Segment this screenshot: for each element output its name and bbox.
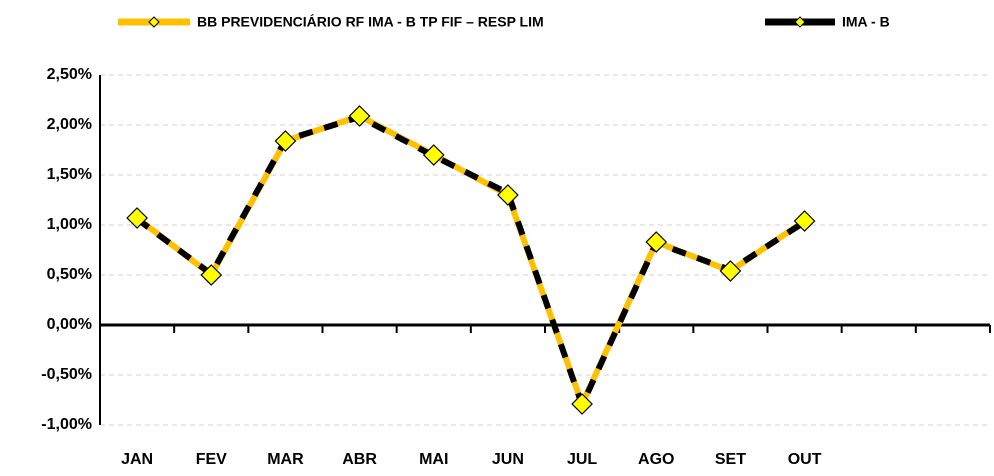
marker [571, 393, 593, 415]
y-tick-label: 2,50% [47, 66, 92, 83]
x-tick-label: SET [715, 451, 746, 468]
legend-label: IMA - B [842, 14, 890, 30]
y-tick-label: 0,00% [47, 316, 92, 333]
x-tick-label: JUL [567, 451, 597, 468]
marker [348, 105, 371, 127]
x-tick-label: FEV [196, 451, 227, 468]
legend-marker [794, 16, 806, 28]
legend-label: BB PREVIDENCIÁRIO RF IMA - B TP FIF – RE… [197, 14, 544, 30]
marker [274, 130, 297, 152]
legend-marker [148, 16, 160, 28]
x-tick-label: AGO [638, 451, 674, 468]
x-tick-label: JUN [492, 451, 524, 468]
y-tick-label: 1,50% [47, 166, 92, 183]
x-tick-label: MAR [267, 451, 304, 468]
y-tick-label: 0,50% [47, 266, 92, 283]
y-tick-label: -1,00% [41, 416, 92, 433]
x-tick-label: JAN [121, 451, 153, 468]
marker [422, 144, 445, 166]
marker [719, 260, 742, 282]
marker [497, 184, 519, 206]
x-tick-label: OUT [788, 451, 822, 468]
marker [645, 231, 668, 253]
series-line [135, 114, 807, 408]
marker [126, 207, 148, 229]
y-tick-label: 2,00% [47, 116, 92, 133]
x-tick-label: ABR [342, 451, 377, 468]
x-tick-label: MAI [419, 451, 448, 468]
marker [793, 210, 816, 232]
y-tick-label: -0,50% [41, 366, 92, 383]
marker [200, 264, 223, 286]
y-tick-label: 1,00% [47, 216, 92, 233]
